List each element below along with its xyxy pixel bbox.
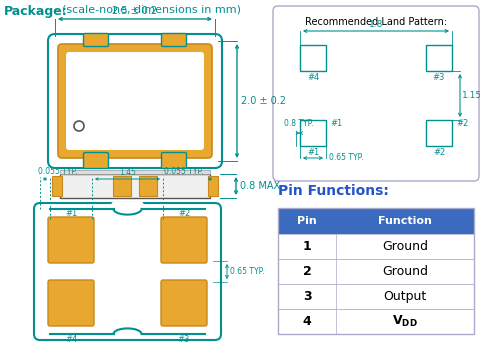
Text: 1.15: 1.15 xyxy=(462,91,480,100)
Text: Recommended Land Pattern:: Recommended Land Pattern: xyxy=(305,17,447,27)
Text: 0.8 MAX: 0.8 MAX xyxy=(240,181,280,191)
Text: #1: #1 xyxy=(307,148,319,157)
Text: 3: 3 xyxy=(303,290,312,303)
FancyBboxPatch shape xyxy=(161,33,187,47)
Bar xyxy=(208,176,218,196)
Text: 0.055 TYP.: 0.055 TYP. xyxy=(38,167,77,176)
Text: Pin: Pin xyxy=(297,216,317,226)
Bar xyxy=(300,120,326,146)
FancyBboxPatch shape xyxy=(66,52,204,150)
FancyBboxPatch shape xyxy=(161,217,207,263)
Text: 4: 4 xyxy=(302,315,312,328)
Text: #4: #4 xyxy=(65,335,77,344)
Bar xyxy=(60,170,210,174)
Text: #3: #3 xyxy=(178,335,190,344)
Bar xyxy=(278,259,474,284)
FancyBboxPatch shape xyxy=(273,6,479,181)
Bar xyxy=(426,45,452,71)
Text: #4: #4 xyxy=(307,73,319,82)
FancyBboxPatch shape xyxy=(161,280,207,326)
Text: Ground: Ground xyxy=(382,240,428,253)
Text: #1: #1 xyxy=(65,209,77,218)
Text: Output: Output xyxy=(384,290,427,303)
FancyBboxPatch shape xyxy=(84,152,108,168)
Text: Function: Function xyxy=(378,216,432,226)
Text: 0.65 TYP.: 0.65 TYP. xyxy=(329,153,363,162)
Text: 1: 1 xyxy=(302,240,312,253)
Text: 2.5 ± 0.2: 2.5 ± 0.2 xyxy=(112,6,157,16)
Text: #2: #2 xyxy=(456,119,468,127)
Text: V$_{\mathbf{DD}}$: V$_{\mathbf{DD}}$ xyxy=(392,314,418,329)
Bar xyxy=(278,309,474,334)
Text: Pin Functions:: Pin Functions: xyxy=(278,184,389,198)
Text: 0.8 TYP.: 0.8 TYP. xyxy=(284,119,313,127)
Bar xyxy=(139,176,157,196)
Text: 2: 2 xyxy=(302,265,312,278)
FancyBboxPatch shape xyxy=(34,203,221,340)
Text: #2: #2 xyxy=(433,148,445,157)
Bar xyxy=(52,176,62,196)
FancyBboxPatch shape xyxy=(48,34,222,168)
Text: #3: #3 xyxy=(433,73,445,82)
Text: #1: #1 xyxy=(330,119,342,127)
Bar xyxy=(278,208,474,334)
Text: 0.055 TYP.: 0.055 TYP. xyxy=(164,167,203,176)
Text: Package:: Package: xyxy=(4,5,68,18)
FancyBboxPatch shape xyxy=(58,44,212,158)
FancyBboxPatch shape xyxy=(48,217,94,263)
Bar xyxy=(278,234,474,259)
FancyBboxPatch shape xyxy=(84,33,108,47)
Text: 2.0 ± 0.2: 2.0 ± 0.2 xyxy=(241,96,286,106)
Bar xyxy=(426,120,452,146)
Text: 1.8: 1.8 xyxy=(369,20,383,29)
Text: 1.45: 1.45 xyxy=(119,168,136,177)
Text: (scale-none, dimensions in mm): (scale-none, dimensions in mm) xyxy=(62,5,241,15)
Bar xyxy=(113,176,131,196)
FancyBboxPatch shape xyxy=(111,202,144,216)
Bar xyxy=(60,174,210,198)
Text: Ground: Ground xyxy=(382,265,428,278)
Bar xyxy=(278,208,474,234)
Text: 0.65 TYP.: 0.65 TYP. xyxy=(230,267,264,276)
FancyBboxPatch shape xyxy=(161,152,187,168)
Text: #2: #2 xyxy=(178,209,190,218)
Bar xyxy=(278,284,474,309)
Bar xyxy=(300,45,326,71)
FancyBboxPatch shape xyxy=(48,280,94,326)
